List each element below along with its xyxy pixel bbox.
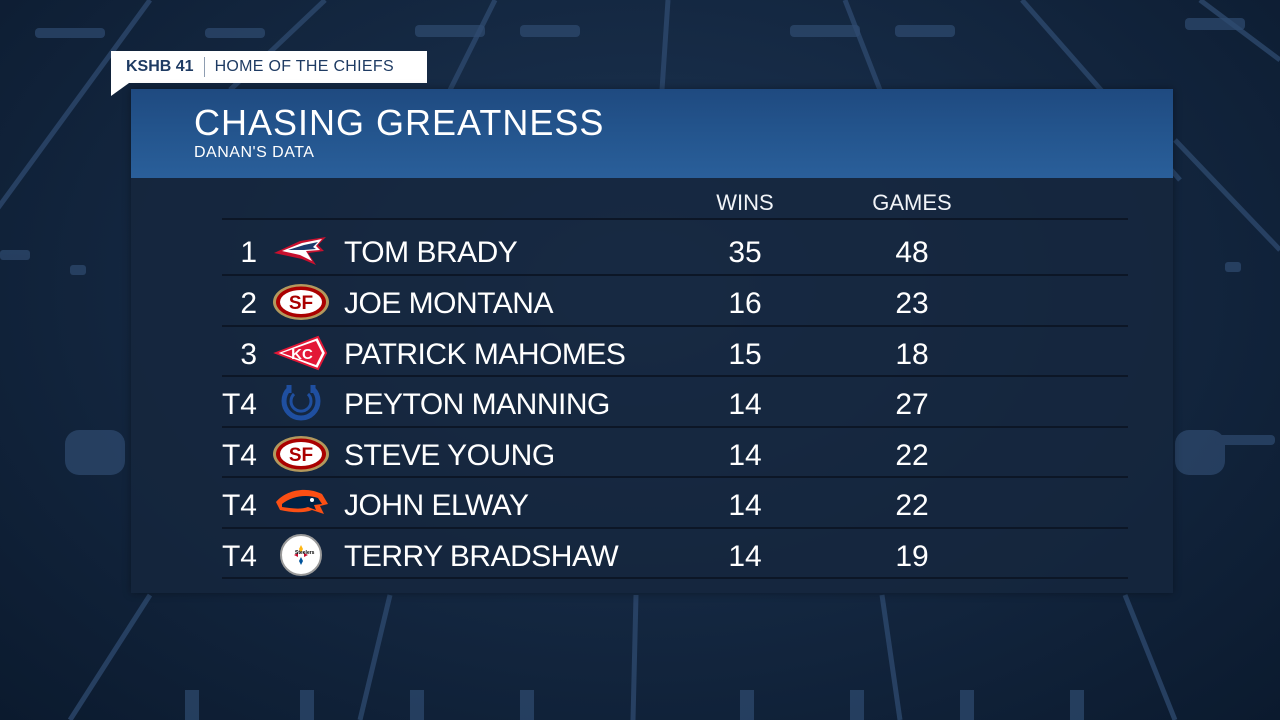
table-divider (222, 577, 1128, 579)
wins-value: 14 (728, 388, 762, 421)
table-divider (222, 375, 1128, 377)
games-value: 22 (895, 489, 929, 522)
table-row: 3 KC PATRICK MAHOMES 15 18 (131, 329, 1173, 379)
wins-value: 35 (728, 236, 762, 269)
table-row: T4 Steelers TERRY BRADSHAW 14 19 (131, 531, 1173, 581)
player-name: JOE MONTANA (344, 287, 553, 320)
table-row: 2 SF JOE MONTANA 16 23 (131, 278, 1173, 328)
tag-tail (111, 83, 129, 96)
table-row: 1 TOM BRADY 35 48 (131, 227, 1173, 277)
rank-label: 1 (240, 236, 257, 269)
games-value: 48 (895, 236, 929, 269)
player-name: JOHN ELWAY (344, 489, 529, 522)
patriots-logo-icon (274, 237, 326, 265)
steelers-logo-icon: Steelers (280, 534, 322, 576)
games-value: 27 (895, 388, 929, 421)
player-name: STEVE YOUNG (344, 439, 555, 472)
rank-label: T4 (221, 388, 257, 421)
player-name: PATRICK MAHOMES (344, 338, 626, 371)
station-name: KSHB 41 (126, 58, 194, 75)
svg-text:SF: SF (289, 445, 313, 466)
table-divider (222, 527, 1128, 529)
table-row: T4 JOHN ELWAY 14 22 (131, 480, 1173, 530)
rank-label: 3 (240, 338, 257, 371)
table-divider (222, 325, 1128, 327)
tag-divider (203, 57, 205, 77)
rank-label: T4 (221, 489, 257, 522)
games-value: 22 (895, 439, 929, 472)
colts-logo-icon (281, 385, 321, 421)
broncos-logo-icon (276, 489, 328, 514)
stats-panel: CHASING GREATNESS DANAN'S DATA WINS GAME… (131, 89, 1173, 593)
chiefs-logo-icon: KC (273, 335, 328, 371)
svg-text:KC: KC (291, 346, 313, 363)
panel-header: CHASING GREATNESS DANAN'S DATA (131, 89, 1173, 178)
column-header-games: GAMES (872, 190, 952, 215)
wins-value: 14 (728, 489, 762, 522)
table-divider (222, 476, 1128, 478)
rank-label: T4 (221, 439, 257, 472)
rank-label: 2 (240, 287, 257, 320)
table-divider (222, 426, 1128, 428)
wins-value: 16 (728, 287, 762, 320)
station-slogan: HOME OF THE CHIEFS (214, 58, 394, 75)
player-name: TERRY BRADSHAW (344, 540, 619, 573)
wins-value: 14 (728, 439, 762, 472)
49ers-logo-icon: SF (273, 436, 329, 472)
svg-text:Steelers: Steelers (295, 550, 315, 556)
player-name: PEYTON MANNING (344, 388, 610, 421)
wins-value: 14 (728, 540, 762, 573)
table-row: T4 SF STEVE YOUNG 14 22 (131, 430, 1173, 480)
svg-text:SF: SF (289, 293, 313, 314)
table-row: T4 PEYTON MANNING 14 27 (131, 379, 1173, 429)
column-header-wins: WINS (716, 190, 774, 215)
table-divider (222, 274, 1128, 276)
rank-label: T4 (221, 540, 257, 573)
49ers-logo-icon: SF (273, 284, 329, 320)
games-value: 18 (895, 338, 929, 371)
games-value: 23 (895, 287, 929, 320)
table-divider (222, 218, 1128, 220)
graphic-title: CHASING GREATNESS (194, 102, 605, 143)
player-name: TOM BRADY (344, 236, 518, 269)
games-value: 19 (895, 540, 929, 573)
graphic-subtitle: DANAN'S DATA (194, 144, 315, 161)
station-tag: KSHB 41 HOME OF THE CHIEFS (111, 51, 427, 96)
wins-value: 15 (728, 338, 762, 371)
